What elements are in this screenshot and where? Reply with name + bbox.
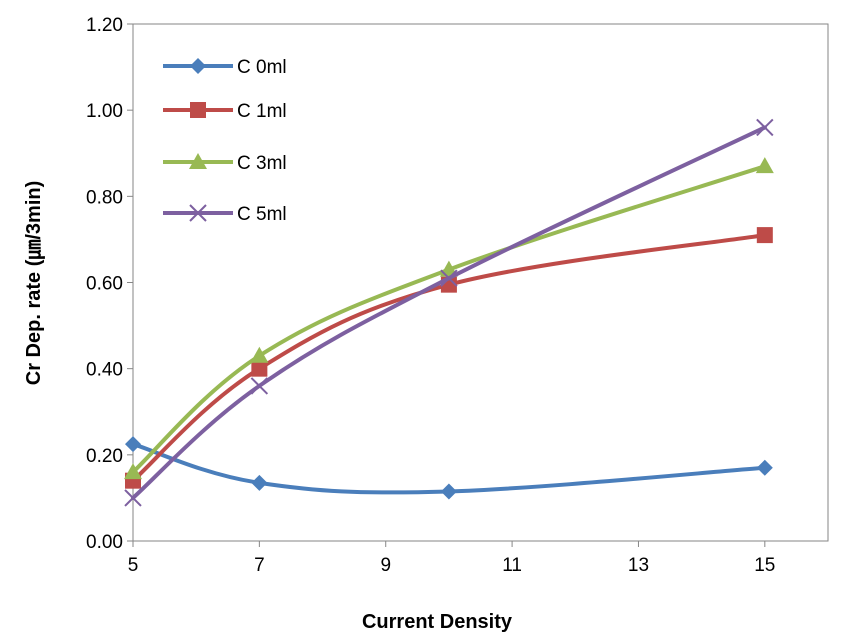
series-0 — [125, 436, 773, 500]
x-tick-label: 7 — [254, 555, 265, 576]
data-point — [440, 483, 457, 500]
legend: C 0ml C 1ml C 3ml C 5ml — [163, 57, 287, 225]
data-point — [125, 436, 141, 453]
data-point — [124, 463, 142, 480]
legend-marker — [190, 58, 206, 74]
data-point — [251, 360, 268, 377]
legend-item: C 5ml — [163, 204, 287, 225]
legend-item: C 1ml — [163, 101, 287, 122]
data-point — [251, 474, 268, 491]
legend-label: C 5ml — [237, 204, 287, 225]
legend-label: C 0ml — [237, 57, 287, 78]
data-point — [250, 377, 269, 395]
y-tick-label: 1.00 — [86, 101, 123, 122]
data-point — [124, 489, 142, 507]
y-tick-label: 0.20 — [86, 446, 123, 467]
y-tick-label: 0.60 — [86, 274, 123, 295]
legend-marker — [189, 204, 207, 222]
y-tick-label: 0.80 — [86, 187, 123, 208]
data-point — [755, 157, 774, 174]
y-tick-label: 1.20 — [86, 15, 123, 36]
x-tick-label: 15 — [754, 555, 775, 576]
x-tick-label: 5 — [128, 555, 139, 576]
data-point — [756, 227, 773, 244]
series-layer — [124, 118, 774, 507]
x-tick-label: 13 — [628, 555, 649, 576]
legend-label: C 3ml — [237, 153, 287, 174]
x-axis-title: Current Density — [362, 611, 513, 633]
legend-marker — [190, 102, 206, 118]
y-tick-label: 0.00 — [86, 532, 123, 553]
data-point — [756, 118, 774, 137]
data-point — [756, 459, 773, 476]
data-point — [440, 269, 458, 287]
series-line — [131, 442, 767, 495]
legend-marker — [189, 153, 207, 169]
axes: 0.00 0.20 0.40 0.60 0.80 1.00 1.20 5 7 9 11 13 15 — [86, 15, 829, 576]
x-tick-label: 11 — [502, 555, 522, 576]
y-tick-label: 0.40 — [86, 360, 123, 381]
data-point — [250, 346, 269, 363]
y-axis-title: Cr Dep. rate (㎛/3min) — [23, 181, 45, 385]
series-3 — [124, 118, 774, 507]
series-line — [131, 233, 767, 483]
legend-item: C 3ml — [163, 153, 287, 174]
legend-label: C 1ml — [237, 101, 287, 122]
series-line — [131, 164, 767, 475]
x-tick-label: 9 — [380, 555, 391, 576]
series-line — [131, 125, 767, 500]
series-2 — [124, 157, 774, 480]
legend-item: C 0ml — [163, 57, 287, 78]
